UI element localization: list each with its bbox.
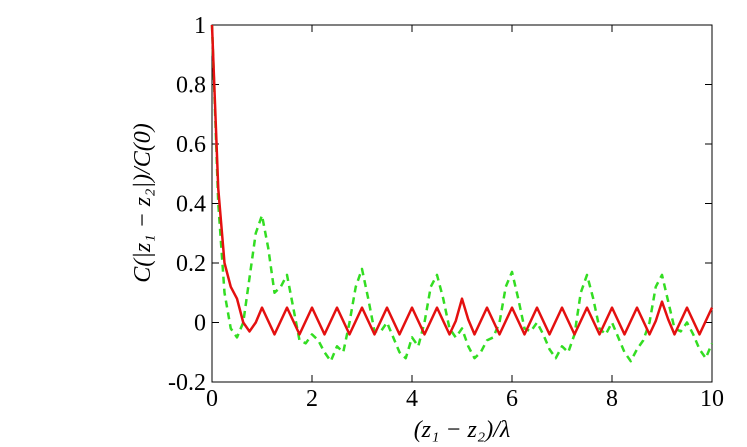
y-tick-label: 0.8 <box>176 73 206 99</box>
y-tick-label: 0.4 <box>176 192 206 218</box>
data-line <box>210 24 714 336</box>
x-tick-label: 10 <box>700 386 724 412</box>
y-tick-label: -0.2 <box>168 370 206 396</box>
y-tick-label: 0.6 <box>176 132 206 158</box>
x-tick-label: 6 <box>506 386 518 412</box>
y-tick-label: 0 <box>194 311 206 337</box>
x-axis-label: (z₁ − z₂)/λ <box>414 417 511 443</box>
y-axis-label: C(|z₁ − z₂|)/C(0) <box>130 123 156 282</box>
x-tick-label: 8 <box>606 386 618 412</box>
y-tick-label: 0.2 <box>176 251 206 277</box>
x-tick-label: 4 <box>406 386 418 412</box>
x-tick-label: 0 <box>206 386 218 412</box>
y-tick-label: 1 <box>194 13 206 39</box>
x-tick-label: 2 <box>306 386 318 412</box>
data-line <box>210 24 714 363</box>
